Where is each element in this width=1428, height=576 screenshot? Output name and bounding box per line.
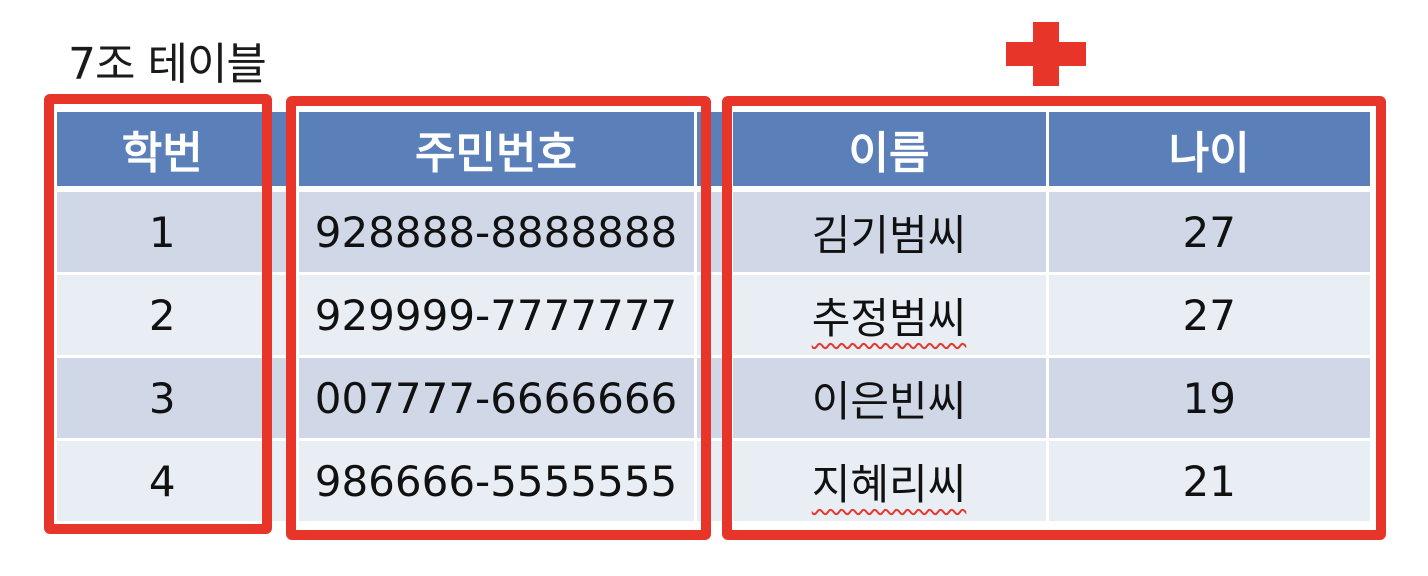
header-rrn: 주민번호 xyxy=(297,112,697,192)
cell-rrn: 007777-6666666 xyxy=(297,356,697,440)
table-row: 1 928888-8888888 김기범씨 27 xyxy=(57,189,1370,274)
name-text: 추정범씨 xyxy=(811,293,967,343)
cell-age: 27 xyxy=(1047,189,1370,274)
cell-age: 19 xyxy=(1047,356,1370,440)
cell-student-id: 4 xyxy=(57,439,271,521)
header-student-id: 학번 xyxy=(57,112,271,192)
cell-name: 김기범씨 xyxy=(731,189,1049,274)
highlight-box-name-age xyxy=(722,96,1386,540)
header-age: 나이 xyxy=(1047,112,1370,192)
cell-rrn: 928888-8888888 xyxy=(297,189,697,274)
table-title: 7조 테이블 xyxy=(68,39,267,90)
cell-rrn: 986666-5555555 xyxy=(297,439,697,521)
name-text: 지혜리씨 xyxy=(811,459,967,509)
table-row: 2 929999-7777777 추정범씨 27 xyxy=(57,273,1370,357)
table-row: 3 007777-6666666 이은빈씨 19 xyxy=(57,356,1370,440)
cell-name: 이은빈씨 xyxy=(731,356,1049,440)
cell-name: 추정범씨 xyxy=(731,273,1049,357)
cell-student-id: 2 xyxy=(57,273,271,357)
plus-icon xyxy=(1006,22,1086,86)
cell-name: 지혜리씨 xyxy=(731,439,1049,521)
cell-age: 21 xyxy=(1047,439,1370,521)
cell-student-id: 1 xyxy=(57,189,271,274)
cell-rrn: 929999-7777777 xyxy=(297,273,697,357)
cell-student-id: 3 xyxy=(57,356,271,440)
cell-age: 27 xyxy=(1047,273,1370,357)
highlight-box-student-id xyxy=(44,94,272,534)
highlight-box-rrn xyxy=(286,96,711,540)
student-table: 학번 주민번호 이름 나이 1 928888-8888888 김기범씨 27 2… xyxy=(57,112,1370,521)
header-name: 이름 xyxy=(731,112,1049,192)
